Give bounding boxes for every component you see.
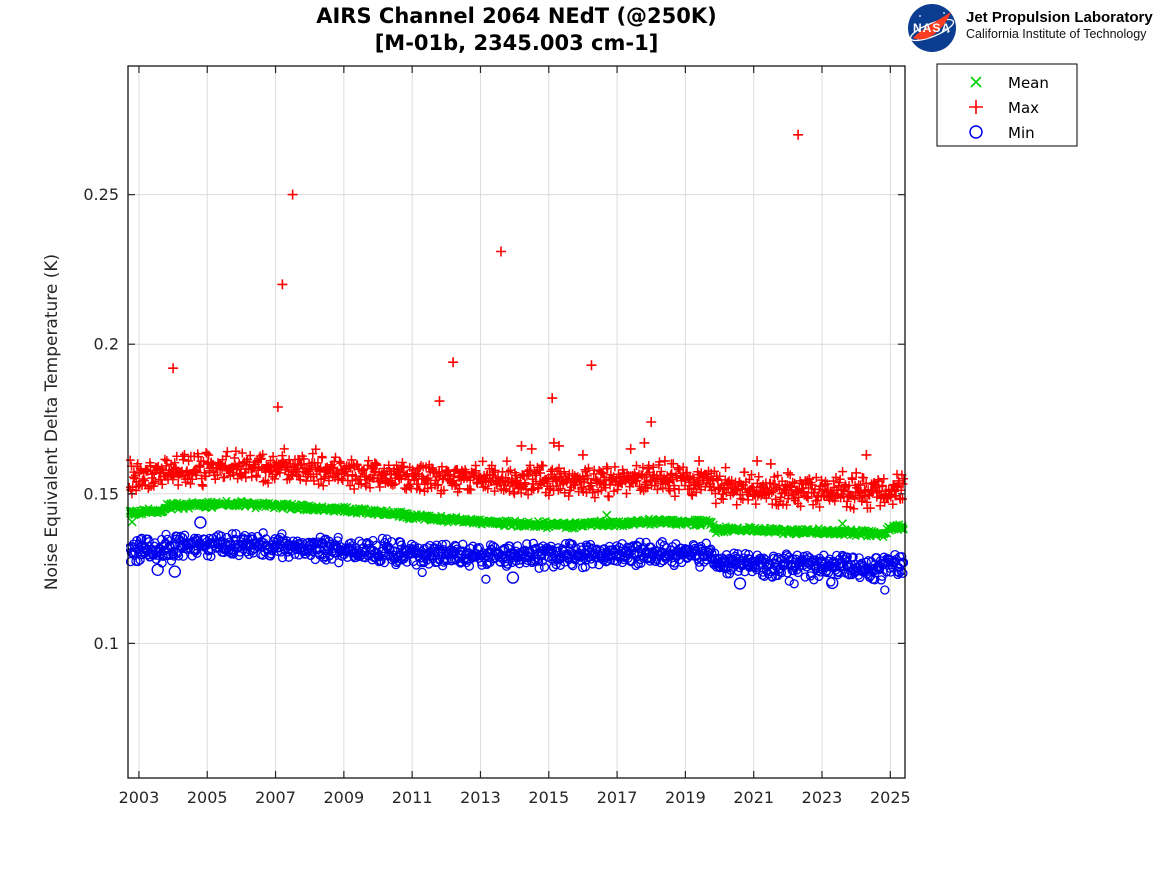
data-markers — [126, 129, 908, 595]
svg-text:2007: 2007 — [255, 788, 296, 807]
gridlines — [128, 66, 905, 778]
svg-text:2017: 2017 — [597, 788, 638, 807]
branding-block: NASA Jet Propulsion Laboratory Californi… — [906, 2, 1164, 54]
svg-text:0.15: 0.15 — [83, 484, 119, 503]
plot-border — [127, 65, 906, 779]
chart-title: AIRS Channel 2064 NEdT (@250K) [M-01b, 2… — [128, 3, 905, 57]
y-axis-tick-labels: 0.1 0.15 0.2 0.25 — [83, 185, 119, 653]
nasa-meatball-logo: NASA — [908, 4, 956, 52]
legend-max-plus-icon — [969, 100, 983, 114]
svg-text:2003: 2003 — [119, 788, 160, 807]
svg-text:0.2: 0.2 — [94, 335, 119, 354]
legend-box — [936, 63, 1078, 147]
branding-text: Jet Propulsion Laboratory California Ins… — [966, 9, 1153, 42]
svg-text:2011: 2011 — [392, 788, 433, 807]
legend-mean-x-icon — [970, 76, 982, 88]
legend-min-label: Min — [1008, 124, 1035, 142]
meatball-orbit — [909, 18, 955, 42]
svg-text:2009: 2009 — [323, 788, 364, 807]
svg-text:0.25: 0.25 — [83, 185, 119, 204]
legend: Mean Max Min — [936, 63, 1078, 147]
svg-text:2015: 2015 — [528, 788, 569, 807]
svg-text:2019: 2019 — [665, 788, 706, 807]
legend-min-circle-icon — [969, 125, 983, 139]
y-axis-label: Noise Equivalent Delta Temperature (K) — [42, 254, 62, 590]
svg-text:2025: 2025 — [870, 788, 911, 807]
legend-mean-label: Mean — [1008, 74, 1049, 92]
svg-text:2021: 2021 — [733, 788, 774, 807]
chart-title-line1: AIRS Channel 2064 NEdT (@250K) — [316, 4, 717, 28]
axis-ticks — [128, 66, 905, 778]
svg-text:2013: 2013 — [460, 788, 501, 807]
svg-text:2005: 2005 — [187, 788, 228, 807]
legend-max-label: Max — [1008, 99, 1039, 117]
x-axis-tick-labels: 2003 2005 2007 2009 2011 2013 2015 2017 2019 2021… — [119, 788, 911, 807]
mean-series-markers — [126, 496, 908, 542]
org-name: Jet Propulsion Laboratory — [966, 9, 1153, 26]
meatball-swoosh — [913, 12, 951, 40]
min-series-markers — [126, 516, 908, 595]
svg-text:2023: 2023 — [802, 788, 843, 807]
chart-title-line2: [M-01b, 2345.003 cm-1] — [374, 31, 659, 55]
meatball-nasa-text: NASA — [913, 21, 951, 35]
svg-text:0.1: 0.1 — [94, 634, 119, 653]
org-subtitle: California Institute of Technology — [966, 27, 1147, 41]
max-series-markers — [126, 129, 908, 514]
